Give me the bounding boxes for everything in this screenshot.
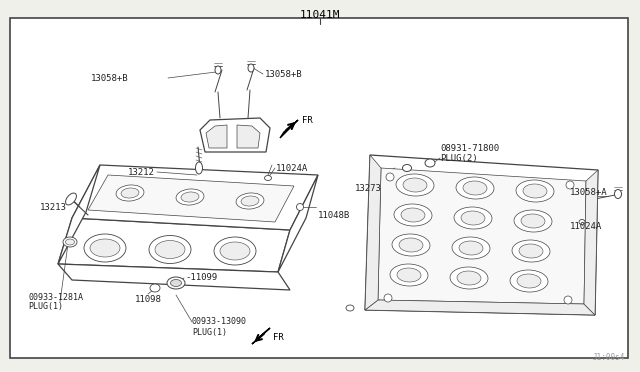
Polygon shape (72, 165, 318, 230)
Text: PLUG(1): PLUG(1) (28, 302, 63, 311)
Ellipse shape (220, 242, 250, 260)
Text: 11048B: 11048B (318, 211, 350, 219)
Ellipse shape (452, 237, 490, 259)
Ellipse shape (181, 192, 199, 202)
Polygon shape (584, 170, 598, 315)
Ellipse shape (519, 244, 543, 258)
Text: 00933-13090: 00933-13090 (192, 317, 247, 327)
Polygon shape (206, 125, 227, 148)
Ellipse shape (454, 207, 492, 229)
Ellipse shape (241, 196, 259, 206)
Ellipse shape (390, 264, 428, 286)
Ellipse shape (397, 268, 421, 282)
Text: -11099: -11099 (185, 273, 217, 282)
Text: 13213: 13213 (40, 202, 67, 212)
Ellipse shape (463, 181, 487, 195)
Ellipse shape (457, 271, 481, 285)
Ellipse shape (65, 239, 74, 245)
Ellipse shape (514, 210, 552, 232)
Ellipse shape (521, 214, 545, 228)
Polygon shape (58, 264, 290, 290)
Ellipse shape (403, 178, 427, 192)
Polygon shape (200, 118, 270, 152)
Ellipse shape (150, 284, 160, 292)
Ellipse shape (214, 237, 256, 265)
Polygon shape (365, 155, 598, 315)
Polygon shape (365, 155, 381, 310)
Ellipse shape (121, 188, 139, 198)
Text: 13058+A: 13058+A (570, 187, 607, 196)
Ellipse shape (346, 305, 354, 311)
Ellipse shape (425, 159, 435, 167)
Ellipse shape (512, 240, 550, 262)
Ellipse shape (517, 274, 541, 288)
Text: 11041M: 11041M (300, 10, 340, 20)
Text: 13273: 13273 (355, 183, 382, 192)
Text: FR: FR (302, 115, 313, 125)
Ellipse shape (65, 193, 76, 205)
Ellipse shape (516, 180, 554, 202)
Polygon shape (378, 168, 586, 304)
Polygon shape (278, 175, 318, 272)
Ellipse shape (392, 234, 430, 256)
Text: 13058+B: 13058+B (90, 74, 128, 83)
Ellipse shape (396, 174, 434, 196)
Polygon shape (365, 300, 595, 315)
Text: 00933-1281A: 00933-1281A (28, 292, 83, 301)
Ellipse shape (264, 176, 271, 180)
Ellipse shape (296, 203, 303, 211)
Ellipse shape (195, 162, 202, 174)
Ellipse shape (155, 241, 185, 259)
Ellipse shape (566, 181, 574, 189)
Ellipse shape (386, 173, 394, 181)
Polygon shape (88, 175, 294, 222)
Ellipse shape (456, 177, 494, 199)
Ellipse shape (170, 279, 182, 286)
Ellipse shape (461, 211, 485, 225)
Ellipse shape (167, 277, 185, 289)
Ellipse shape (450, 267, 488, 289)
Polygon shape (58, 218, 290, 272)
Text: PLUG(2): PLUG(2) (440, 154, 477, 163)
Ellipse shape (564, 296, 572, 304)
Text: 13212: 13212 (128, 167, 155, 176)
Polygon shape (280, 120, 298, 138)
Ellipse shape (401, 208, 425, 222)
Ellipse shape (116, 185, 144, 201)
Ellipse shape (90, 239, 120, 257)
Ellipse shape (236, 193, 264, 209)
Ellipse shape (248, 64, 254, 72)
Ellipse shape (394, 204, 432, 226)
Text: 11024A: 11024A (276, 164, 308, 173)
Ellipse shape (84, 234, 126, 262)
Ellipse shape (215, 66, 221, 74)
Ellipse shape (399, 238, 423, 252)
Ellipse shape (579, 219, 585, 224)
Ellipse shape (176, 189, 204, 205)
Ellipse shape (384, 294, 392, 302)
Ellipse shape (403, 164, 412, 171)
Ellipse shape (510, 270, 548, 292)
Polygon shape (58, 165, 100, 264)
Text: FR: FR (273, 334, 284, 343)
Ellipse shape (614, 189, 621, 199)
Ellipse shape (63, 237, 77, 247)
Text: PLUG(1): PLUG(1) (192, 327, 227, 337)
Ellipse shape (459, 241, 483, 255)
Polygon shape (252, 328, 270, 344)
Text: 11024A: 11024A (570, 221, 602, 231)
Text: J1:00s4: J1:00s4 (593, 353, 625, 362)
Polygon shape (237, 125, 260, 148)
Text: 08931-71800: 08931-71800 (440, 144, 499, 153)
Text: 11098: 11098 (134, 295, 161, 305)
Ellipse shape (149, 235, 191, 263)
Text: 13058+B: 13058+B (265, 70, 303, 78)
Ellipse shape (523, 184, 547, 198)
